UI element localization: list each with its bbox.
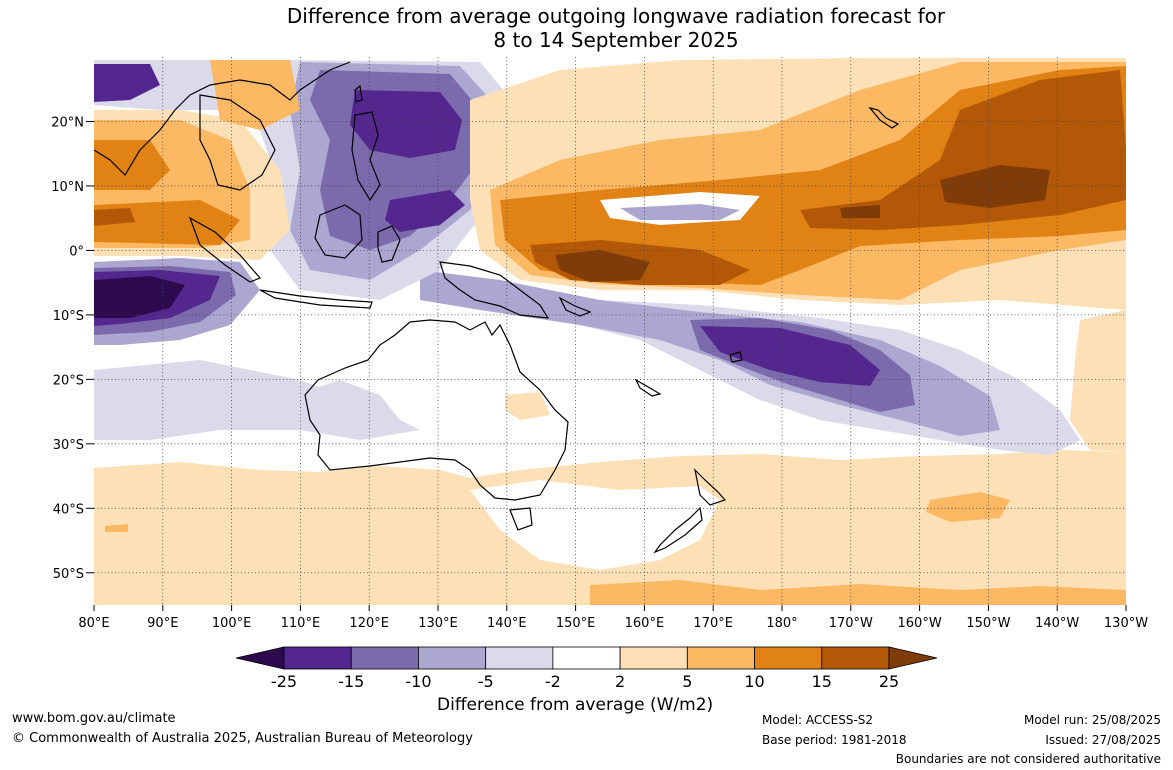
title-line-2: 8 to 14 September 2025 bbox=[493, 28, 739, 52]
lon-label: 170°W bbox=[829, 616, 873, 631]
anomaly-region-spcz-core bbox=[700, 326, 880, 386]
new-guinea-coast bbox=[439, 261, 550, 319]
anomaly-region-south-orange-2 bbox=[590, 580, 1126, 605]
coastlines bbox=[93, 61, 900, 554]
sumatra-coast bbox=[188, 216, 262, 283]
taiwan-coast bbox=[354, 84, 363, 103]
colorbar-label: -15 bbox=[338, 672, 364, 691]
anomaly-region-philippine-sea-core bbox=[350, 90, 462, 158]
anomaly-region-tropical-pacific-core-2 bbox=[940, 165, 1050, 208]
java-coast bbox=[259, 289, 373, 309]
anomaly-region-south-orange-3 bbox=[105, 524, 128, 532]
anomaly-region-bay-of-bengal-darkorange bbox=[94, 140, 170, 190]
lon-label: 160°W bbox=[898, 616, 942, 631]
borneo-coast bbox=[314, 204, 363, 259]
indochina-coast bbox=[199, 94, 276, 191]
colorbar-swatch bbox=[283, 646, 352, 670]
colorbar-label: 15 bbox=[812, 672, 832, 691]
colorbar-extend-low bbox=[235, 646, 285, 670]
tasmania-coast bbox=[509, 507, 533, 531]
lat-label: 0° bbox=[69, 244, 84, 259]
chart-title: Difference from average outgoing longwav… bbox=[0, 4, 1173, 52]
footer-base-period: Base period: 1981-2018 bbox=[762, 733, 907, 747]
lon-label: 130°E bbox=[418, 616, 458, 631]
lon-label: 80°E bbox=[78, 616, 109, 631]
anomaly-region-australia-southwest bbox=[310, 380, 400, 440]
lat-label: 20°S bbox=[53, 373, 84, 388]
lon-label: 110°E bbox=[281, 616, 321, 631]
colorbar-swatch bbox=[821, 646, 890, 670]
lon-label: 180° bbox=[766, 616, 797, 631]
new-zealand-north-coast bbox=[694, 468, 727, 506]
anomaly-region-tropical-pacific-core-1 bbox=[555, 250, 650, 282]
colorbar-label: 10 bbox=[744, 672, 764, 691]
colorbar-swatch bbox=[619, 646, 688, 670]
lon-label: 120°E bbox=[349, 616, 389, 631]
solomon-islands-coast bbox=[558, 296, 592, 317]
lat-label: 40°S bbox=[53, 502, 84, 517]
colorbar-swatch bbox=[552, 646, 621, 670]
lat-label: 30°S bbox=[53, 438, 84, 453]
lat-label: 50°S bbox=[53, 567, 84, 582]
lat-label: 10°N bbox=[51, 180, 84, 195]
colorbar-swatch bbox=[485, 646, 554, 670]
colorbar-label: 5 bbox=[682, 672, 692, 691]
footer-disclaimer: Boundaries are not considered authoritat… bbox=[895, 752, 1161, 766]
longitude-labels: 80°E 90°E 100°E 110°E 120°E 130°E 140°E 150°E 16… bbox=[78, 605, 1148, 631]
anomaly-region-east-positive bbox=[1070, 310, 1126, 452]
footer-copyright: © Commonwealth of Australia 2025, Austra… bbox=[12, 731, 473, 746]
footer-model: Model: ACCESS-S2 bbox=[762, 713, 874, 727]
latitude-labels: 20°N 10°N 0° 10°S 20°S 30°S 40°S 50°S bbox=[51, 115, 94, 582]
lon-label: 170°E bbox=[693, 616, 733, 631]
colorbar-extend-high bbox=[888, 646, 938, 670]
footer-model-run: Model run: 25/08/2025 bbox=[1023, 713, 1161, 727]
anomaly-region-south-orange-1 bbox=[926, 492, 1010, 522]
footer-issued: Issued: 27/08/2025 bbox=[1045, 733, 1161, 747]
colorbar-title: Difference from average (W/m2) bbox=[437, 695, 714, 715]
lon-label: 140°W bbox=[1035, 616, 1079, 631]
lon-label: 150°W bbox=[966, 616, 1010, 631]
anomaly-field bbox=[94, 57, 1126, 605]
australia-coast bbox=[304, 319, 569, 501]
anomaly-region-west-indian-negative-core bbox=[94, 276, 185, 318]
colorbar-swatch bbox=[754, 646, 823, 670]
lon-label: 130°W bbox=[1104, 616, 1148, 631]
colorbar-label: 2 bbox=[615, 672, 625, 691]
lon-label: 150°E bbox=[556, 616, 596, 631]
anomaly-region-celebes-core bbox=[385, 190, 465, 232]
anomaly-region-tropical-pacific-core-3 bbox=[840, 205, 880, 218]
new-zealand-south-coast bbox=[653, 506, 703, 554]
lat-label: 20°N bbox=[51, 115, 84, 130]
colorbar-swatch bbox=[686, 646, 755, 670]
lon-label: 90°E bbox=[147, 616, 178, 631]
title-line-1: Difference from average outgoing longwav… bbox=[286, 4, 946, 28]
colorbar-label: -10 bbox=[405, 672, 431, 691]
anomaly-region-china-orange bbox=[210, 60, 300, 130]
lon-label: 140°E bbox=[487, 616, 527, 631]
philippines-coast bbox=[351, 111, 381, 202]
colorbar: -25 -15 -10 -5 -2 2 5 10 15 25 bbox=[235, 646, 938, 691]
new-caledonia-coast bbox=[634, 378, 662, 397]
lon-label: 100°E bbox=[212, 616, 252, 631]
anomaly-region-south-china-dark bbox=[94, 64, 160, 102]
anomaly-region-pacific-negative-band bbox=[620, 204, 740, 220]
colorbar-label: -5 bbox=[478, 672, 494, 691]
lat-label: 10°S bbox=[53, 309, 84, 324]
colorbar-swatch bbox=[350, 646, 419, 670]
india-coast bbox=[93, 61, 351, 176]
hawaii-coast bbox=[868, 106, 900, 129]
sulawesi-coast bbox=[377, 225, 401, 263]
lon-label: 160°E bbox=[625, 616, 665, 631]
colorbar-swatch bbox=[418, 646, 487, 670]
colorbar-label: -2 bbox=[545, 672, 561, 691]
anomaly-region-indian-brown bbox=[94, 208, 135, 226]
colorbar-label: -25 bbox=[271, 672, 297, 691]
footer-url[interactable]: www.bom.gov.au/climate bbox=[12, 711, 176, 726]
fiji-coast bbox=[729, 351, 743, 363]
graticule bbox=[94, 57, 1126, 605]
colorbar-label: 25 bbox=[879, 672, 899, 691]
anomaly-region-australia-east-orange bbox=[505, 392, 550, 420]
